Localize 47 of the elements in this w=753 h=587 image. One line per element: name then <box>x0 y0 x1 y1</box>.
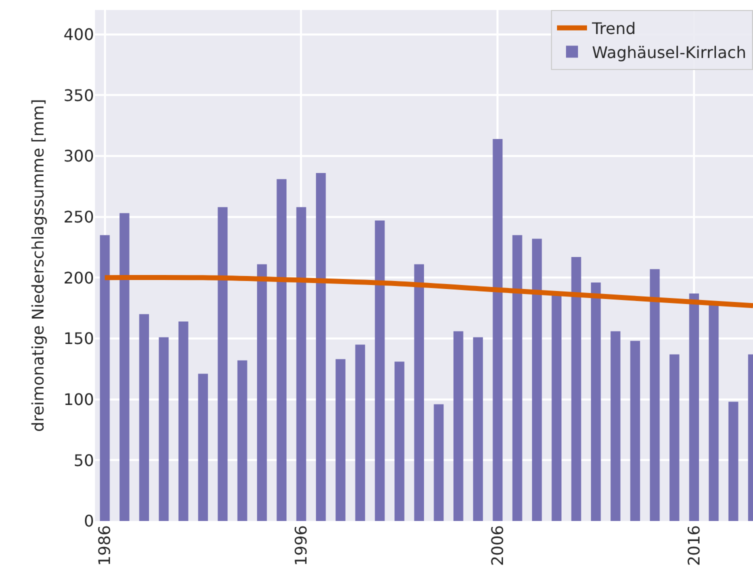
bar <box>198 374 208 521</box>
bar <box>650 269 660 521</box>
bar <box>374 220 385 521</box>
bar <box>414 264 424 521</box>
x-tick-label: 2016 <box>684 525 704 566</box>
y-tick-label: 350 <box>63 86 94 105</box>
bar <box>394 362 404 521</box>
legend-label: Trend <box>591 19 636 38</box>
bar <box>512 235 522 521</box>
bar <box>670 354 680 521</box>
bar <box>590 282 601 521</box>
legend-label: Waghäusel-Kirrlach <box>592 42 746 62</box>
bar <box>571 256 582 521</box>
bar <box>276 179 287 521</box>
y-tick-label: 150 <box>63 329 94 348</box>
bar <box>218 207 228 521</box>
bar <box>139 314 150 521</box>
y-tick-label: 300 <box>63 146 94 166</box>
y-tick-label: 100 <box>63 390 94 409</box>
bar <box>257 264 267 521</box>
bar <box>434 404 444 521</box>
bar <box>178 321 188 521</box>
bar <box>296 207 306 521</box>
x-tick-label: 2006 <box>488 525 507 566</box>
y-tick-label: 0 <box>84 512 94 531</box>
y-tick-label: 250 <box>63 207 94 226</box>
bar <box>316 173 326 521</box>
bar <box>630 340 640 521</box>
bar <box>453 331 464 521</box>
y-axis-title: dreimonatige Niederschlagssumme [mm] <box>28 99 48 432</box>
bar <box>532 238 542 521</box>
bar <box>100 235 110 521</box>
x-tick-label: 1996 <box>291 525 310 566</box>
bar <box>237 360 248 521</box>
bar <box>355 344 366 521</box>
bar <box>492 138 503 521</box>
bar <box>728 402 738 521</box>
x-tick-label: 1986 <box>95 525 114 566</box>
y-tick-label: 400 <box>63 24 94 44</box>
y-tick-label: 50 <box>74 450 94 470</box>
bar <box>120 213 130 521</box>
bar <box>158 337 169 521</box>
bar <box>473 337 483 521</box>
bar <box>610 331 620 521</box>
y-tick-label: 200 <box>63 268 94 288</box>
bar <box>336 359 346 521</box>
bar <box>689 293 699 521</box>
